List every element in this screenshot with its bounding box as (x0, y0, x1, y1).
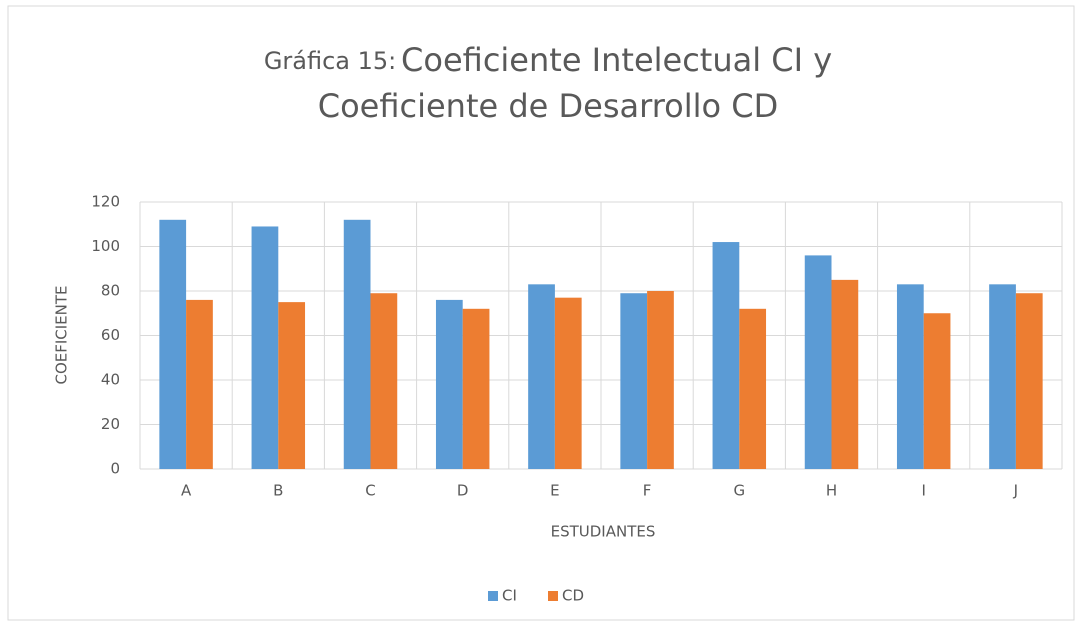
y-tick-label: 60 (101, 326, 120, 344)
title-part: Gráfica 15: (264, 47, 396, 75)
bar (462, 308, 490, 469)
legend-swatch (548, 591, 558, 601)
legend-label: CI (502, 587, 517, 605)
title-part: Coeficiente Intelectual CI y (401, 41, 832, 79)
bar (435, 299, 463, 469)
bar (370, 293, 398, 469)
x-tick-label: D (457, 482, 469, 500)
bar (804, 255, 832, 469)
bar (554, 297, 582, 469)
x-tick-label: B (273, 482, 283, 500)
y-tick-label: 80 (101, 282, 120, 300)
bar (989, 284, 1016, 469)
bar (647, 291, 674, 469)
x-axis-label: ESTUDIANTES (551, 523, 656, 541)
bar (278, 302, 306, 469)
bar (620, 293, 648, 469)
bar (1015, 293, 1043, 469)
bar (251, 226, 279, 469)
y-tick-label: 0 (110, 460, 120, 478)
x-tick-label: C (365, 482, 375, 500)
y-tick-label: 100 (91, 237, 120, 255)
bar (186, 299, 213, 469)
x-tick-label: J (1013, 482, 1018, 500)
x-tick-label: E (550, 482, 559, 500)
bar (159, 219, 187, 469)
x-tick-label: H (826, 482, 837, 500)
legend-label: CD (562, 587, 584, 605)
x-tick-label: G (733, 482, 745, 500)
chart-title: Coeficiente de Desarrollo CD (318, 87, 779, 125)
y-tick-label: 120 (91, 193, 120, 211)
x-tick-label: I (921, 482, 925, 500)
bar (528, 284, 555, 469)
x-tick-label: A (181, 482, 192, 500)
bar (343, 219, 371, 469)
y-tick-label: 40 (101, 371, 120, 389)
bar (923, 313, 951, 469)
y-axis-label: COEFICIENTE (53, 285, 71, 384)
x-tick-label: F (643, 482, 652, 500)
bar (739, 308, 767, 469)
y-tick-label: 20 (101, 415, 120, 433)
legend-swatch (488, 591, 498, 601)
bar (896, 284, 924, 469)
bar (831, 279, 859, 469)
chart-title: Gráfica 15: Coeficiente Intelectual CI y (264, 41, 832, 79)
bar (712, 242, 740, 469)
